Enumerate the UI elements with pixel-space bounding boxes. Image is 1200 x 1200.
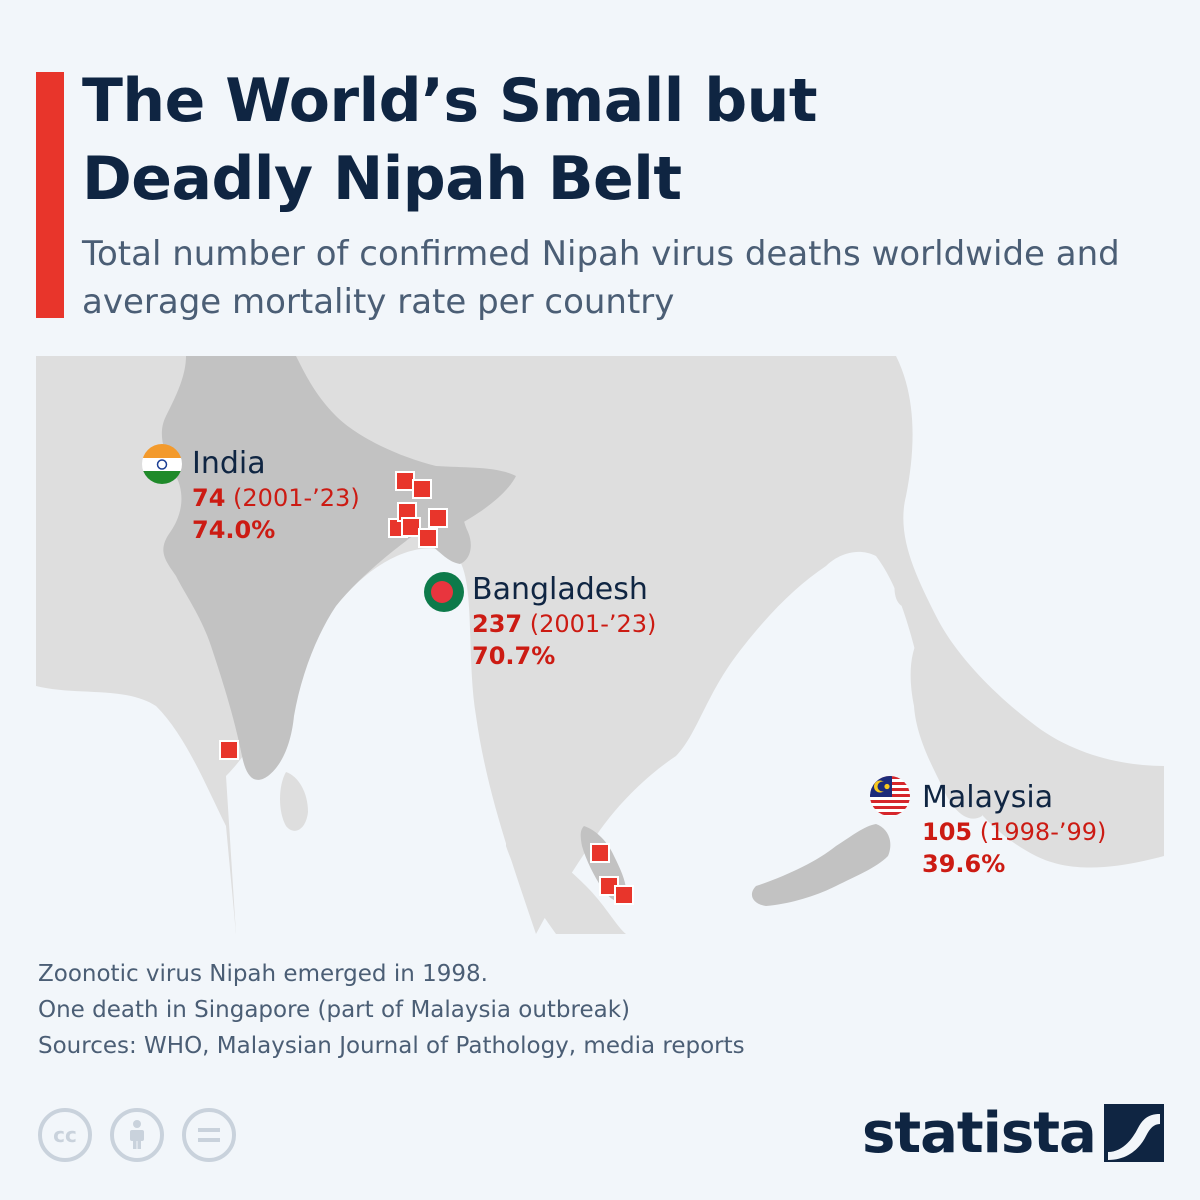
south-china-sea [536,551,1164,934]
philippines-shape [910,636,983,819]
cc-icon[interactable]: cc [38,1108,92,1162]
country-name: India [192,446,266,481]
mortality-rate: 74.0% [192,516,276,544]
outbreak-marker [590,843,610,863]
outbreak-marker [395,471,415,491]
outbreak-marker [418,528,438,548]
bangladesh-flag-icon [424,572,464,612]
bay-of-bengal [226,548,536,934]
notes: Zoonotic virus Nipah emerged in 1998. On… [38,956,745,1064]
sumatra-shape [506,826,626,934]
mortality-line: 74.0% [192,514,360,546]
country-name: Bangladesh [472,572,648,607]
statista-logo-text[interactable]: statista [862,1101,1097,1166]
death-count: 74 [192,484,226,512]
malaysia-flag-icon [870,776,910,816]
note-line-1: Zoonotic virus Nipah emerged in 1998. [38,961,488,987]
note-line-2: One death in Singapore (part of Malaysia… [38,997,631,1023]
period: (2001-’23) [529,610,657,638]
outbreak-marker [428,508,448,528]
country-name: Malaysia [922,780,1054,815]
india-shape [161,356,517,780]
mortality-rate: 70.7% [472,642,556,670]
accent-bar [36,72,64,318]
death-count-line: 237 (2001-’23) [472,608,656,640]
period: (1998-’99) [979,818,1107,846]
mortality-rate: 39.6% [922,850,1006,878]
india-label: India 74 (2001-’23) 74.0% [192,446,360,546]
arabian-sea [36,686,236,934]
page-title: The World’s Small but Deadly Nipah Belt [82,66,818,214]
statista-logo-icon [1104,1104,1164,1166]
sri-lanka-shape [280,772,308,831]
map-svg [36,356,1164,934]
bangladesh-label: Bangladesh 237 (2001-’23) 70.7% [472,572,656,672]
page-subtitle: Total number of confirmed Nipah virus de… [82,234,1120,322]
taiwan-shape [894,574,907,606]
pacific-ocean [896,356,1164,766]
death-count: 237 [472,610,523,638]
mortality-line: 39.6% [922,848,1106,880]
map: India 74 (2001-’23) 74.0% Bangladesh 237… [36,356,1164,934]
attribution-icon[interactable] [110,1108,164,1162]
malaysia-label: Malaysia 105 (1998-’99) 39.6% [922,780,1106,880]
sources-line: Sources: WHO, Malaysian Journal of Patho… [38,1033,745,1059]
death-count-line: 74 (2001-’23) [192,482,360,514]
malaysian-borneo-shape [751,824,891,906]
period: (2001-’23) [233,484,360,512]
outbreak-marker [412,479,432,499]
outbreak-marker [219,740,239,760]
death-count-line: 105 (1998-’99) [922,816,1106,848]
india-flag-icon [142,444,182,484]
death-count: 105 [922,818,973,846]
outbreak-marker [614,885,634,905]
no-derivatives-icon[interactable] [182,1108,236,1162]
mortality-line: 70.7% [472,640,656,672]
outbreak-marker [401,517,421,537]
